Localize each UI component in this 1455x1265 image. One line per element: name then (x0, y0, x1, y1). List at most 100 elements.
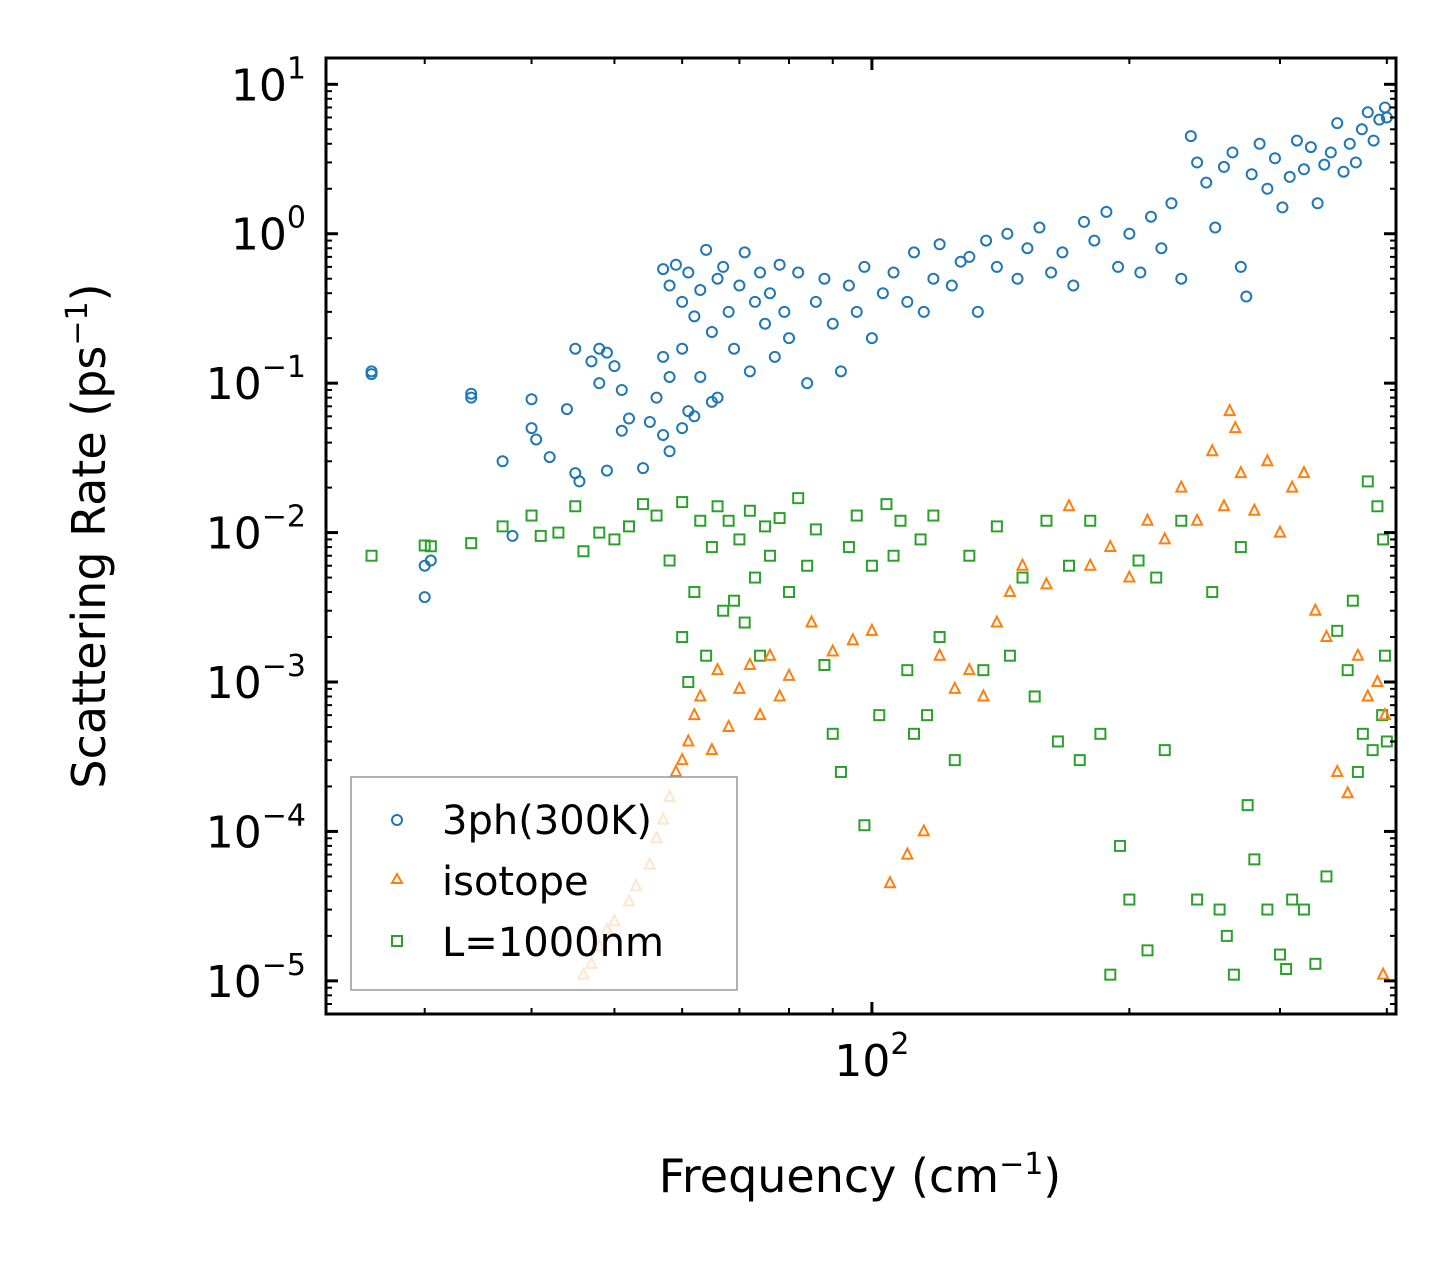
legend-box (350, 776, 738, 991)
data-point (1366, 744, 1379, 757)
data-point (1094, 727, 1107, 740)
data-point (663, 279, 676, 292)
data-point (917, 823, 931, 837)
data-point (1100, 205, 1113, 218)
legend-label-3ph: 3ph(300K) (442, 798, 652, 844)
data-point (846, 632, 860, 646)
data-point (850, 305, 863, 318)
data-point (1283, 170, 1296, 183)
data-point (733, 533, 746, 546)
data-point (682, 266, 695, 279)
data-point (980, 234, 993, 247)
data-point (700, 243, 713, 256)
data-point (1158, 744, 1171, 757)
data-point (1286, 893, 1299, 906)
data-point (763, 287, 776, 300)
data-point (1351, 765, 1364, 778)
data-point (1297, 163, 1310, 176)
data-point (530, 433, 543, 446)
data-point (676, 631, 689, 644)
data-point (1253, 137, 1266, 150)
data-point (873, 709, 886, 722)
data-point (1217, 160, 1230, 173)
data-point (948, 680, 962, 694)
x-axis-label: Frequency (cm−1) (659, 1147, 1062, 1203)
data-point (834, 365, 847, 378)
data-point (608, 360, 621, 373)
data-point (1320, 870, 1333, 883)
data-point (711, 272, 724, 285)
data-point (914, 533, 927, 546)
data-point (772, 688, 787, 702)
data-point (801, 377, 814, 390)
data-point (783, 586, 796, 599)
data-point (1331, 624, 1344, 637)
data-point (1361, 106, 1374, 119)
legend-label-isotope: isotope (442, 859, 589, 905)
data-point (1011, 272, 1024, 285)
data-point (1377, 533, 1390, 546)
data-point (693, 688, 707, 702)
data-point (933, 238, 946, 251)
data-point (1355, 123, 1368, 136)
data-point (1190, 512, 1204, 526)
data-point (722, 305, 735, 318)
data-point (637, 498, 650, 511)
data-point (600, 464, 613, 477)
data-point (711, 391, 724, 404)
data-point (1341, 785, 1355, 799)
data-point (1184, 130, 1197, 143)
data-point (1234, 464, 1248, 479)
data-point (894, 514, 907, 527)
data-point (525, 509, 538, 522)
data-point (876, 287, 889, 300)
data-point (792, 266, 805, 279)
data-point (534, 529, 547, 542)
data-point (768, 350, 781, 363)
data-point (1273, 948, 1286, 961)
data-point (1319, 628, 1334, 643)
data-point (643, 415, 656, 428)
data-point (722, 718, 736, 732)
data-point (552, 526, 565, 539)
data-point (675, 751, 689, 766)
data-point (809, 523, 822, 536)
data-point (705, 741, 719, 756)
data-point (694, 370, 707, 383)
data-point (1351, 647, 1365, 661)
data-point (688, 586, 701, 599)
data-point (1165, 197, 1178, 210)
data-point (676, 422, 689, 435)
data-point (623, 520, 636, 533)
data-point (1123, 227, 1136, 240)
data-point (1003, 649, 1016, 662)
data-point (1343, 137, 1356, 150)
data-point (1217, 498, 1231, 512)
data-point (1245, 168, 1258, 181)
data-point (834, 765, 847, 778)
data-point (1056, 246, 1069, 259)
data-point (927, 272, 940, 285)
data-point (1341, 664, 1354, 677)
data-point (676, 496, 689, 509)
data-point (1209, 221, 1222, 234)
data-point (990, 260, 1003, 273)
data-point (753, 706, 767, 721)
data-point (826, 727, 839, 740)
data-point (424, 540, 437, 553)
y-tick-label: 10−3 (206, 649, 306, 709)
data-point (743, 365, 756, 378)
data-point (990, 614, 1004, 628)
data-point (700, 649, 713, 662)
data-point (962, 661, 976, 676)
data-point (1205, 443, 1219, 457)
x-tick-label: 102 (834, 1027, 909, 1087)
data-point (858, 260, 871, 273)
legend-label-l1000: L=1000nm (442, 920, 664, 966)
data-point (1370, 673, 1385, 688)
data-point (1045, 266, 1058, 279)
data-point (1240, 290, 1253, 303)
data-point (687, 706, 701, 721)
data-point (1223, 402, 1237, 417)
data-point (543, 451, 556, 464)
